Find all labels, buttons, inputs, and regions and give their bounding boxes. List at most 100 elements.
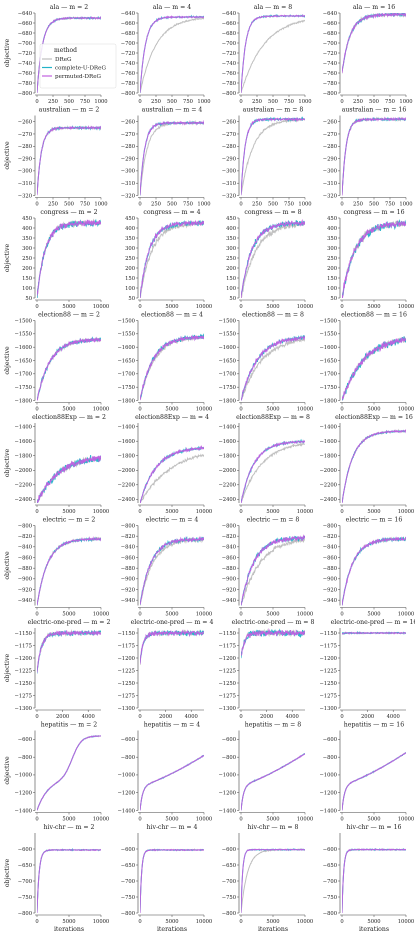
x-tick-label: 5000 <box>62 407 75 413</box>
y-tick-label: −940 <box>323 598 337 604</box>
y-tick-label: −900 <box>323 577 337 583</box>
x-tick-label: 250 <box>151 99 161 105</box>
x-tick-label: 0 <box>340 714 343 720</box>
y-tick-label: −1275 <box>117 693 135 699</box>
x-tick-label: 10000 <box>297 919 314 925</box>
x-axis-label: iterations <box>359 926 389 933</box>
subplot-title: election88 — m = 8 <box>242 312 304 319</box>
x-tick-label: 5000 <box>367 304 380 310</box>
x-tick-label: 750 <box>385 99 395 105</box>
x-tick-label: 0 <box>138 407 141 413</box>
x-tick-label: 10000 <box>196 304 213 310</box>
x-tick-label: 5000 <box>367 509 380 515</box>
y-tick-label: −1175 <box>218 643 236 649</box>
x-tick-label: 5000 <box>165 304 178 310</box>
y-tick-label: −750 <box>121 895 135 901</box>
y-tick-label: 200 <box>22 266 32 272</box>
y-tick-label: −1275 <box>14 693 32 699</box>
x-tick-label: 0 <box>340 202 343 208</box>
x-tick-label: 5000 <box>62 919 75 925</box>
x-tick-label: 10000 <box>196 919 213 925</box>
subplot-title: ala — m = 16 <box>353 4 395 11</box>
y-tick-label: −1500 <box>14 318 32 324</box>
y-tick-label: 400 <box>22 226 32 232</box>
subplot: electric — m = 16 −800 −820 −840 −860 −880 −90… <box>323 517 415 618</box>
x-tick-label: 5000 <box>165 612 178 618</box>
series-line-permuted <box>37 848 101 913</box>
series-line-dreg <box>342 116 406 196</box>
y-tick-label: −860 <box>121 555 135 561</box>
y-tick-label: −680 <box>121 31 135 37</box>
y-tick-label: −700 <box>222 41 236 47</box>
x-tick-label: 250 <box>48 99 58 105</box>
y-tick-label: −310 <box>18 181 32 187</box>
y-tick-label: −720 <box>222 51 236 57</box>
y-tick-label: −300 <box>323 169 337 175</box>
x-tick-label: 0 <box>340 817 343 823</box>
y-tick-label: 250 <box>226 256 236 262</box>
y-tick-label: −1600 <box>14 345 32 351</box>
x-tick-label: 0 <box>138 202 141 208</box>
y-tick-label: 200 <box>226 266 236 272</box>
series-line-permuted <box>342 336 406 401</box>
x-tick-label: 0 <box>239 202 242 208</box>
series-line-permuted <box>37 219 101 296</box>
y-tick-label: −1800 <box>319 398 337 404</box>
y-tick-label: −1200 <box>117 656 135 662</box>
y-tick-label: −2000 <box>117 468 135 474</box>
y-tick-label: −1275 <box>319 693 337 699</box>
series-line-dreg <box>140 754 204 811</box>
y-tick-label: −1800 <box>117 398 135 404</box>
y-tick-label: −720 <box>121 51 135 57</box>
x-tick-label: 0 <box>239 99 242 105</box>
y-tick-label: −800 <box>323 91 337 97</box>
y-tick-label: 100 <box>226 286 236 292</box>
series-line-permuted <box>37 536 101 606</box>
y-tick-label: −260 <box>323 119 337 125</box>
series-line-complete <box>241 116 305 196</box>
y-tick-label: −1700 <box>117 372 135 378</box>
y-tick-label: −2200 <box>14 483 32 489</box>
x-tick-label: 500 <box>167 202 177 208</box>
y-tick-label: −600 <box>222 737 236 743</box>
y-tick-label: −1550 <box>14 332 32 338</box>
legend-title: method <box>54 47 77 54</box>
series-line-permuted <box>241 14 305 93</box>
y-tick-label: −720 <box>18 51 32 57</box>
y-axis-label: objective <box>4 448 11 477</box>
y-tick-label: −300 <box>18 169 32 175</box>
y-tick-label: 450 <box>125 216 135 222</box>
x-tick-label: 0 <box>239 817 242 823</box>
x-tick-label: 10000 <box>398 407 415 413</box>
y-tick-label: 350 <box>226 236 236 242</box>
y-tick-label: −600 <box>18 737 32 743</box>
y-tick-label: −1600 <box>218 439 236 445</box>
series-line-complete <box>342 336 406 401</box>
series-line-complete <box>241 13 305 93</box>
y-tick-label: −1550 <box>117 332 135 338</box>
x-tick-label: 500 <box>64 99 74 105</box>
y-tick-label: −1175 <box>319 643 337 649</box>
x-tick-label: 5000 <box>165 407 178 413</box>
y-tick-label: −860 <box>222 555 236 561</box>
legend-box <box>39 43 117 89</box>
subplot-title: hepatitis — m = 4 <box>144 722 201 729</box>
y-tick-label: −2200 <box>319 483 337 489</box>
y-tick-label: 50 <box>25 296 32 302</box>
series-line-dreg <box>241 848 305 913</box>
y-tick-label: 300 <box>327 246 337 252</box>
series-line-permuted <box>140 535 204 605</box>
x-tick-label: 250 <box>151 202 161 208</box>
series-line-dreg <box>342 13 406 74</box>
y-tick-label: −920 <box>323 587 337 593</box>
x-tick-label: 4000 <box>387 714 400 720</box>
y-tick-label: −800 <box>121 91 135 97</box>
series-line-dreg <box>140 848 204 913</box>
series-line-permuted <box>140 444 204 503</box>
series-line-dreg <box>241 336 305 401</box>
y-tick-label: −640 <box>222 11 236 17</box>
x-tick-label: 5000 <box>367 817 380 823</box>
series-line-permuted <box>140 219 204 298</box>
y-tick-label: −700 <box>121 41 135 47</box>
